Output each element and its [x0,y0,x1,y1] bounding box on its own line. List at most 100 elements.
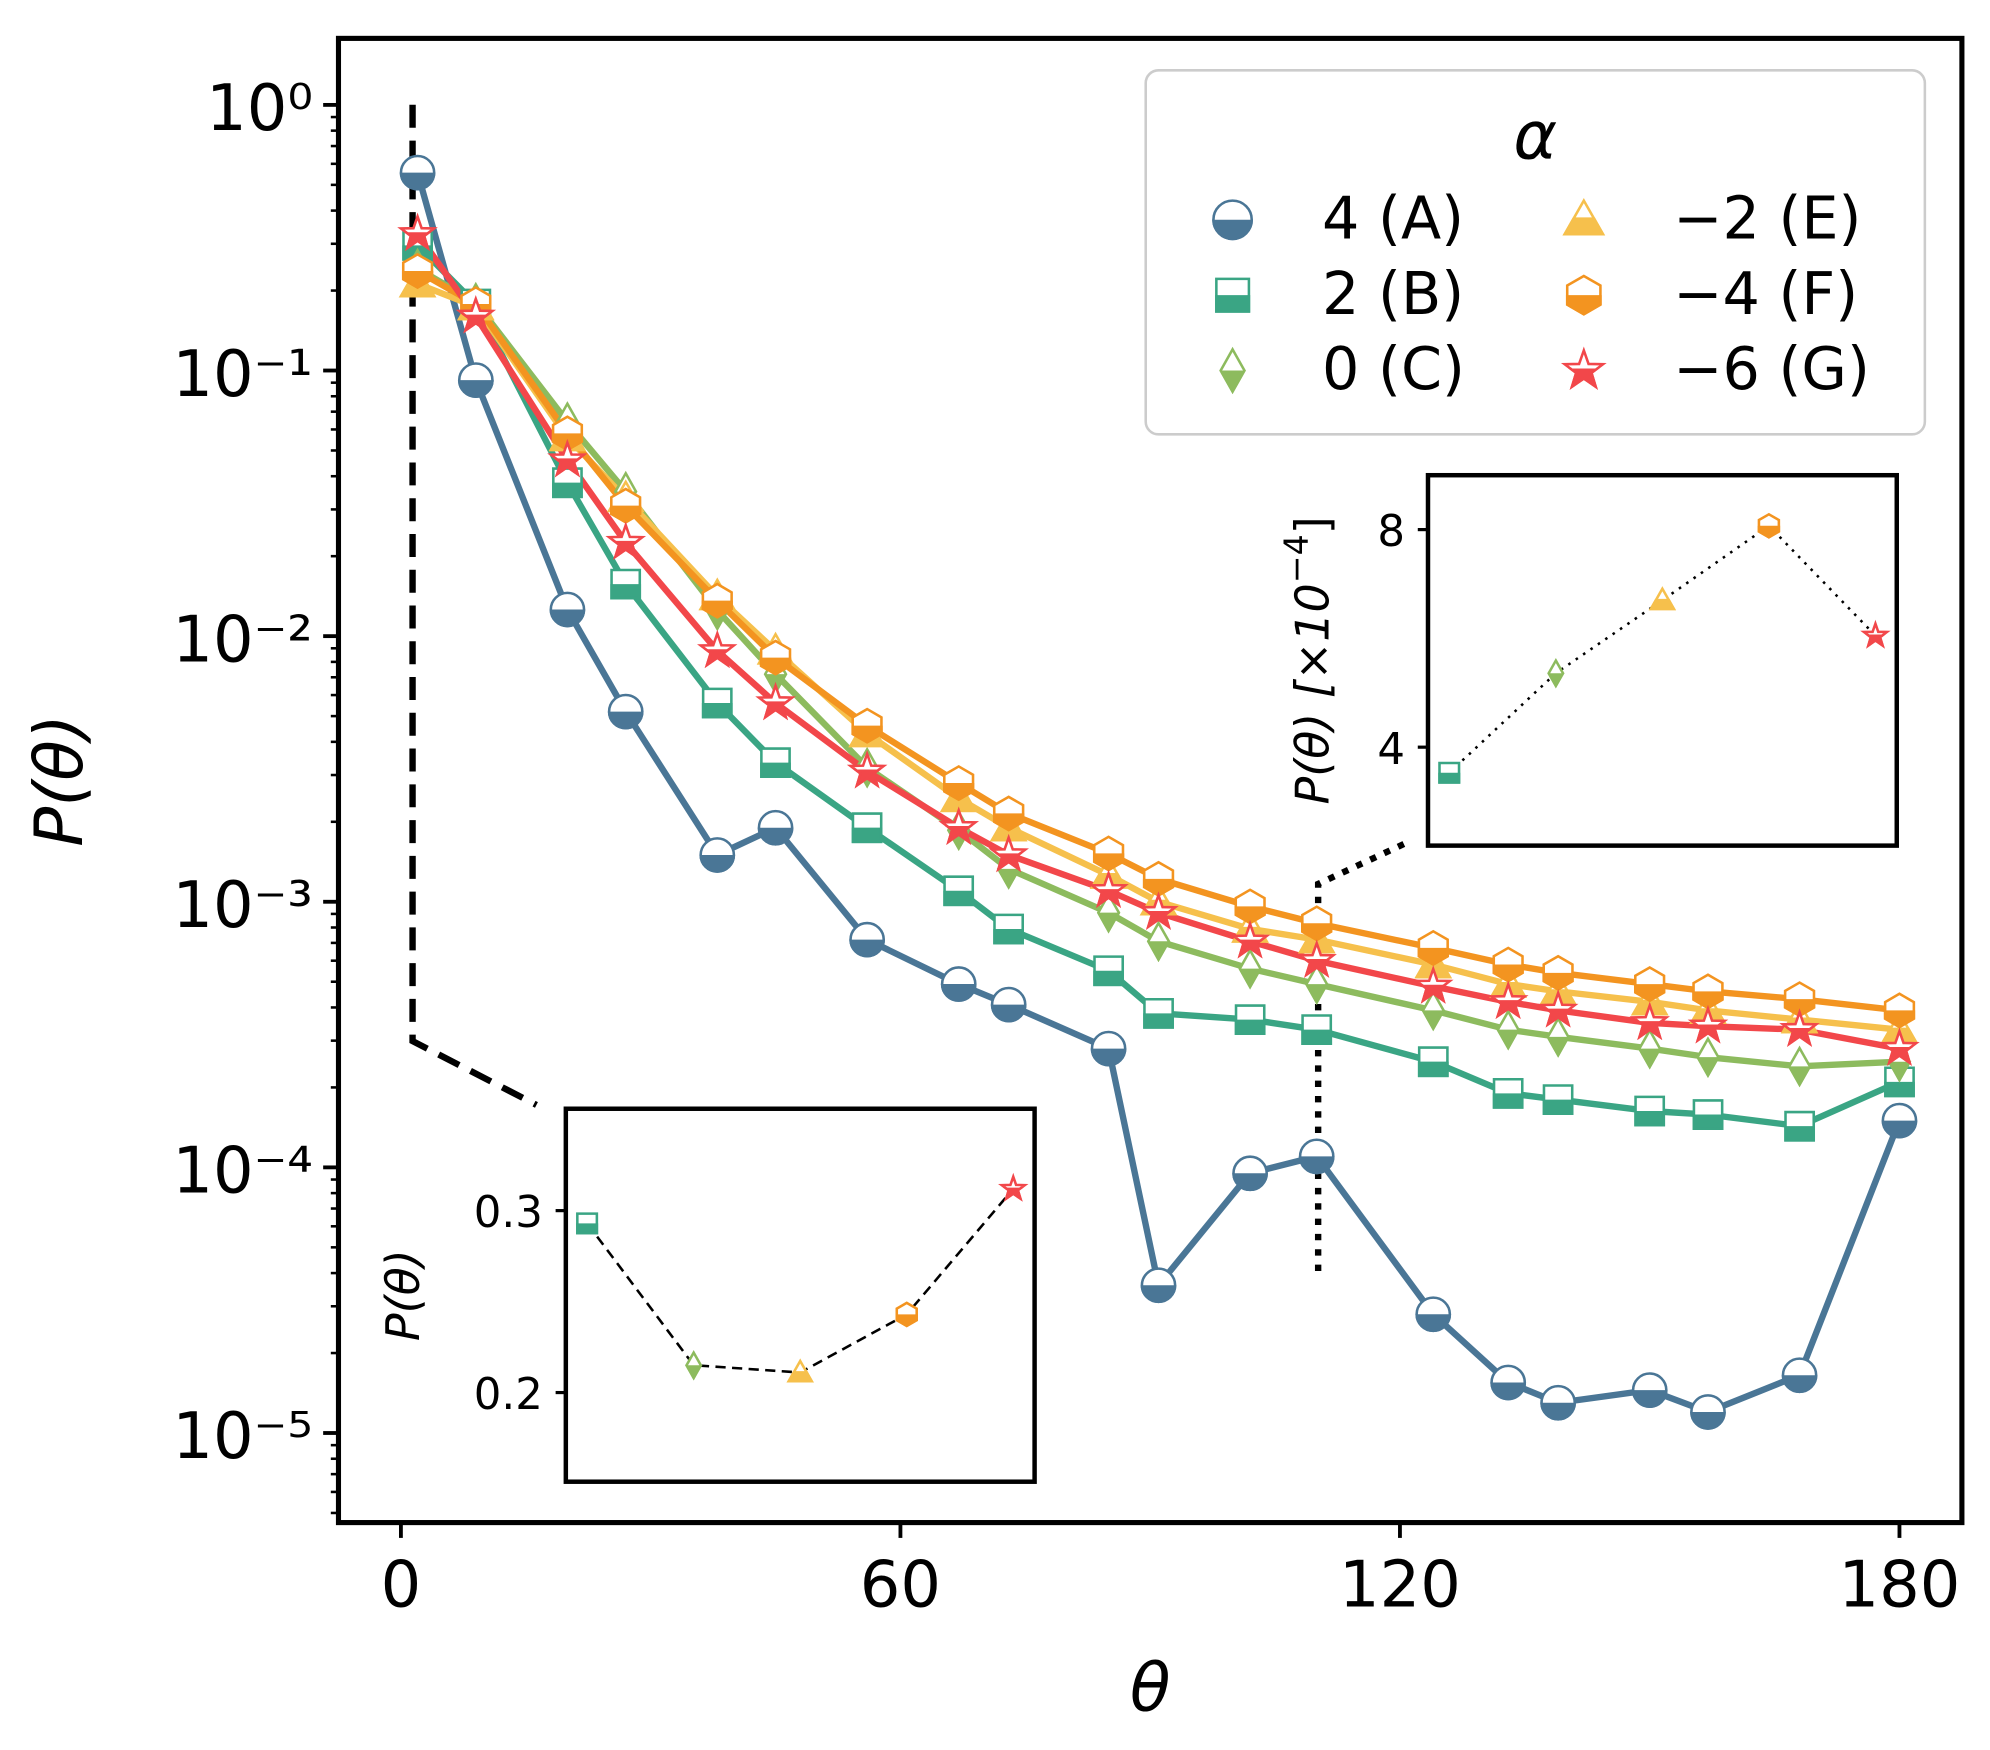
marker [1496,1008,1520,1051]
marker [1637,1027,1662,1070]
marker [1234,1004,1266,1036]
legend-label: 4 (A) [1322,183,1464,252]
marker [943,875,975,907]
y-axis-label: P(θ) [×10−4] [1276,516,1339,804]
inset-background [565,1108,1035,1482]
marker-fill [1417,1061,1449,1078]
marker [457,362,494,399]
marker-fill [1096,912,1121,934]
marker [605,521,647,560]
marker [610,487,642,524]
y-axis-label-text: P(θ) [×10 [1285,583,1339,804]
marker-fill [576,1223,599,1235]
y-axis-label: P(θ) [376,1249,430,1341]
marker-fill [1784,1126,1816,1142]
marker-fill [1785,1027,1814,1047]
marker-fill [607,711,644,730]
marker [1417,929,1449,967]
marker-fill [996,868,1021,890]
marker [399,154,436,191]
marker-fill [944,826,973,845]
marker [1562,198,1606,236]
marker [1487,980,1529,1019]
marker [1212,199,1254,241]
marker [1140,1267,1177,1304]
inset-frame [563,1106,1037,1484]
marker [755,681,796,721]
marker [1415,1296,1452,1333]
marker-fill [1143,1013,1174,1029]
marker [701,687,733,719]
marker [759,639,792,676]
marker [943,764,975,802]
y-tick-label: 10⁻² [172,603,313,677]
marker-fill [685,1365,703,1381]
legend-label: −6 (G) [1673,334,1870,403]
marker-fill [553,458,582,478]
marker [685,1349,703,1381]
marker [401,252,434,290]
marker [1546,1015,1570,1058]
marker-fill [1238,968,1262,990]
marker [576,1212,599,1235]
marker [1779,1008,1820,1047]
marker [1412,965,1454,1004]
marker-fill [1544,1008,1573,1028]
marker [1648,586,1677,611]
marker [895,1301,918,1328]
marker [1757,512,1781,539]
marker-fill [403,232,432,252]
marker-fill [1093,970,1125,987]
marker [697,629,738,669]
marker-fill [701,600,733,619]
marker [607,693,644,730]
marker [1490,1364,1527,1401]
marker-fill [399,172,436,191]
marker-fill [1631,1390,1668,1409]
marker-fill [1094,889,1123,909]
marker-fill [853,769,882,789]
zoom-connector [1314,837,1413,1271]
marker [1560,346,1607,390]
marker-fill [1546,1036,1570,1058]
marker-fill [1302,958,1331,978]
marker [1088,869,1129,909]
marker [1298,1138,1335,1175]
marker-fill [1212,219,1254,241]
marker [1232,1155,1268,1192]
marker [1229,919,1271,959]
legend-title: α [1513,97,1557,175]
marker-fill [1090,1048,1127,1067]
marker-fill [851,725,883,744]
marker-fill [1215,295,1251,313]
marker-fill [940,984,977,1002]
marker-fill [1547,673,1565,689]
marker [1537,988,1579,1028]
marker-fill [1144,910,1173,930]
marker-fill [1232,1173,1268,1192]
marker [1301,1014,1333,1046]
legend-label: −2 (E) [1673,183,1861,252]
marker [1629,1001,1670,1041]
marker-fill [1421,1010,1446,1032]
x-tick-label: 120 [1339,1549,1461,1623]
marker-fill [1140,1285,1177,1304]
y-tick-label: 10⁻³ [172,869,313,943]
marker-fill [462,314,490,334]
marker-fill [1490,1382,1527,1401]
marker-fill [1634,1110,1666,1127]
marker-fill [1696,1057,1720,1078]
marker-fill [993,928,1024,945]
inset-frame [1425,472,1899,848]
marker [1542,1084,1574,1116]
marker [940,966,977,1002]
marker-fill [1887,1061,1912,1083]
marker-fill [1542,1099,1574,1116]
marker [1421,989,1446,1032]
marker-fill [457,380,494,399]
marker [1301,905,1333,942]
marker [1696,1036,1720,1078]
marker [547,438,588,478]
marker-fill [1694,1024,1722,1044]
marker [1146,920,1171,963]
